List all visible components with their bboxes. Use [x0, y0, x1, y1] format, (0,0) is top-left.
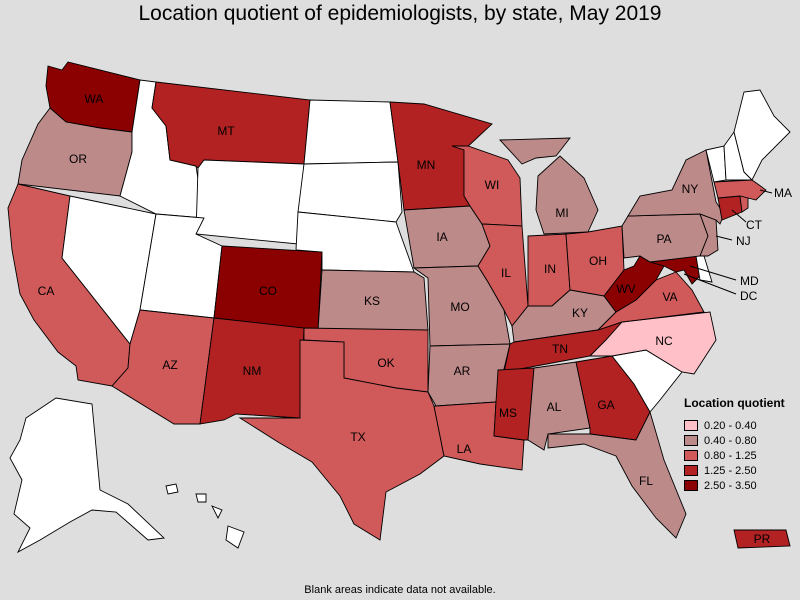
legend-items: 0.20 - 0.40 0.40 - 0.80 0.80 - 1.25 1.25 - … — [684, 418, 785, 493]
label-MO: MO — [450, 300, 469, 314]
footnote: Blank areas indicate data not available. — [304, 584, 496, 596]
legend: Location quotient 0.20 - 0.40 0.40 - 0.80… — [684, 396, 785, 493]
callout-MD: MD — [740, 274, 759, 288]
state-HI[interactable] — [165, 483, 245, 549]
label-IN: IN — [544, 262, 556, 276]
label-MS: MS — [499, 406, 517, 420]
state-MS[interactable] — [493, 367, 535, 441]
map-title: Location quotient of epidemiologists, by… — [138, 2, 662, 25]
label-KY: KY — [572, 306, 588, 320]
callout-lines — [683, 189, 773, 295]
state-CT[interactable] — [717, 195, 743, 221]
state-SD[interactable] — [297, 161, 403, 223]
label-IA: IA — [436, 230, 447, 244]
legend-label: 0.40 - 0.80 — [704, 434, 757, 447]
label-IL: IL — [501, 266, 511, 280]
state-IL[interactable] — [477, 223, 529, 327]
label-WV: WV — [616, 282, 635, 296]
state-PR[interactable] — [733, 529, 791, 549]
legend-item: 0.40 - 0.80 — [684, 433, 785, 448]
legend-item: 0.20 - 0.40 — [684, 418, 785, 433]
state-AK[interactable] — [9, 397, 166, 554]
state-FL[interactable] — [547, 410, 687, 539]
label-MN: MN — [417, 158, 436, 172]
label-MI: MI — [555, 206, 568, 220]
label-FL: FL — [639, 474, 653, 488]
label-CA: CA — [38, 284, 55, 298]
label-NY: NY — [682, 182, 699, 196]
label-LA: LA — [457, 442, 472, 456]
legend-item: 0.80 - 1.25 — [684, 448, 785, 463]
legend-label: 0.80 - 1.25 — [704, 449, 757, 462]
legend-label: 2.50 - 3.50 — [704, 479, 757, 492]
label-KS: KS — [364, 294, 380, 308]
state-NY[interactable] — [627, 149, 725, 225]
callout-MA: MA — [774, 186, 792, 200]
label-VA: VA — [662, 290, 677, 304]
label-OH: OH — [589, 254, 607, 268]
legend-swatch — [684, 480, 698, 491]
legend-title: Location quotient — [684, 396, 785, 410]
legend-swatch — [684, 450, 698, 461]
label-AZ: AZ — [162, 358, 177, 372]
legend-item: 2.50 - 3.50 — [684, 478, 785, 493]
label-CO: CO — [259, 284, 277, 298]
label-MT: MT — [217, 124, 235, 138]
state-KS[interactable] — [317, 269, 429, 331]
state-NJ[interactable] — [699, 213, 719, 257]
label-TN: TN — [552, 342, 568, 356]
label-NM: NM — [243, 364, 262, 378]
callout-NJ: NJ — [736, 234, 751, 248]
legend-label: 0.20 - 0.40 — [704, 419, 757, 432]
label-WI: WI — [485, 178, 500, 192]
label-TX: TX — [350, 430, 365, 444]
label-NC: NC — [655, 334, 673, 348]
legend-swatch — [684, 465, 698, 476]
label-PR: PR — [754, 532, 771, 546]
state-ME[interactable] — [733, 89, 791, 181]
state-TX[interactable] — [238, 339, 445, 541]
legend-label: 1.25 - 2.50 — [704, 464, 757, 477]
label-AL: AL — [547, 400, 562, 414]
legend-swatch — [684, 420, 698, 431]
state-WY[interactable] — [195, 159, 305, 245]
label-WA: WA — [85, 92, 104, 106]
state-ND[interactable] — [303, 99, 399, 165]
label-PA: PA — [656, 232, 671, 246]
label-AR: AR — [454, 364, 471, 378]
callout-DC: DC — [740, 289, 758, 303]
label-OR: OR — [69, 152, 87, 166]
state-MI[interactable] — [499, 137, 599, 235]
legend-item: 1.25 - 2.50 — [684, 463, 785, 478]
label-GA: GA — [597, 398, 614, 412]
callout-CT: CT — [746, 218, 763, 232]
legend-swatch — [684, 435, 698, 446]
label-OK: OK — [377, 356, 394, 370]
